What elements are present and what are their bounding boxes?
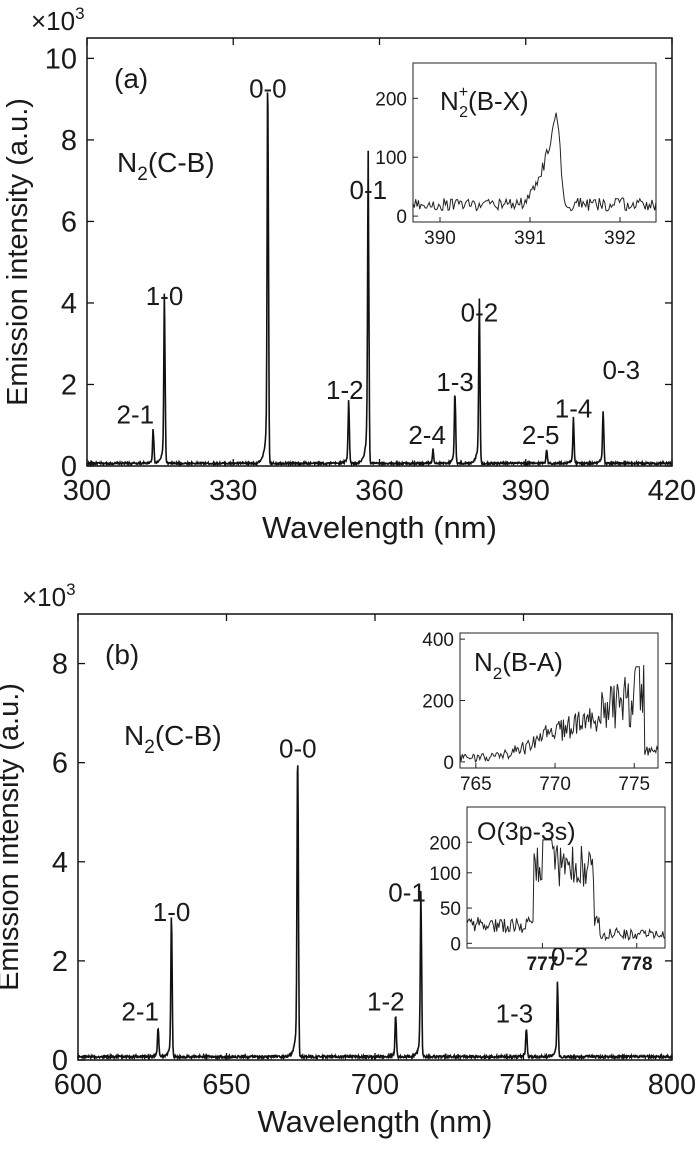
inset-n2ba-label-rest: (B-A) xyxy=(502,647,563,677)
exponent-power: 3 xyxy=(75,4,84,23)
y-tick-label: 2 xyxy=(61,369,77,401)
inset-n2ba-x-tick-label: 765 xyxy=(460,774,492,795)
y-tick-label: 4 xyxy=(52,847,68,879)
y-tick-label: 0 xyxy=(52,1045,68,1077)
inset-n2plus-x-tick-label: 390 xyxy=(424,228,456,249)
inset-n2ba-x-tick-label: 770 xyxy=(539,774,571,795)
peak-label: 0-0 xyxy=(279,734,317,764)
inset-o-x-tick-label: 778 xyxy=(621,954,653,975)
inset-n2ba-line xyxy=(459,664,659,763)
y-tick-label: 0 xyxy=(61,451,77,483)
panel-b: 600 650 700 750 800 0 2 4 6 8 ×103 Wavelength (nm) E… xyxy=(0,580,696,1139)
inset-o-y-tick-label: 0 xyxy=(450,934,461,955)
inset-o-label: O(3p-3s) xyxy=(477,818,576,846)
inset-n2plus-label-sub: 2 xyxy=(459,104,468,121)
peak-label: 1-2 xyxy=(326,375,364,405)
x-tick-label: 420 xyxy=(648,475,696,507)
inset-n2ba-x-tick-label: 775 xyxy=(618,774,650,795)
peak-label: 0-3 xyxy=(602,355,640,385)
exponent-label: ×103 xyxy=(22,580,76,612)
peak-label: 2-1 xyxy=(121,997,159,1027)
y-axis-label: Emission intensity (a.u.) xyxy=(0,683,25,991)
inset-n2ba-y-tick-label: 0 xyxy=(443,753,454,774)
inset-n2ba-label: N2(B-A) xyxy=(474,647,563,683)
peak-label: 1-4 xyxy=(555,393,593,423)
peak-label: 2-4 xyxy=(408,420,446,450)
x-tick-label: 330 xyxy=(209,475,257,507)
inset-o-y-tick-label: 200 xyxy=(429,833,461,854)
exponent-base: ×10 xyxy=(22,582,66,612)
y-axis-label: Emission intensity (a.u.) xyxy=(2,98,34,406)
peak-label: 2-1 xyxy=(117,399,155,429)
inset-o-frame xyxy=(466,806,666,949)
x-tick-label: 750 xyxy=(499,1069,547,1101)
inset-o-line xyxy=(466,839,666,942)
x-tick-label: 300 xyxy=(63,475,111,507)
inset-n2ba-y-tick-label: 200 xyxy=(422,692,454,713)
series-label: N2(C-B) xyxy=(124,720,222,758)
inset-n2ba-label-sub: 2 xyxy=(493,664,502,683)
inset-n2ba-y-tick-label: 400 xyxy=(422,630,454,651)
peak-label: 2-5 xyxy=(522,420,560,450)
panel-label: (b) xyxy=(105,639,139,670)
inset-n2plus-label: N+ 2(B-X) xyxy=(440,84,529,121)
y-tick-label: 8 xyxy=(61,125,77,157)
peak-label: 0-2 xyxy=(461,297,499,327)
inset-o-y-tick-label: 100 xyxy=(429,864,461,885)
series-label-base: N xyxy=(117,147,137,178)
inset-o-x-tick-label: 777 xyxy=(527,954,559,975)
inset-n2plus-y-tick-label: 100 xyxy=(375,148,407,169)
peak-label: 1-0 xyxy=(146,281,184,311)
x-tick-label: 650 xyxy=(202,1069,250,1101)
exponent-power: 3 xyxy=(66,580,75,599)
peak-label: 1-2 xyxy=(367,986,405,1016)
series-label-base: N xyxy=(124,720,144,751)
inset-n2plus-label-base: N xyxy=(440,86,459,116)
series-label-rest: (C-B) xyxy=(155,720,222,751)
inset-o-y-tick-label: 50 xyxy=(440,899,461,920)
panel-label: (a) xyxy=(114,63,148,94)
y-tick-label: 8 xyxy=(52,649,68,681)
peak-label: 1-3 xyxy=(436,367,474,397)
x-axis-label: Wavelength (nm) xyxy=(258,1104,493,1139)
y-tick-label: 6 xyxy=(61,206,77,238)
exponent-label: ×103 xyxy=(31,4,85,36)
y-tick-label: 2 xyxy=(52,946,68,978)
peak-label: 0-1 xyxy=(388,877,426,907)
series-label-sub: 2 xyxy=(144,737,155,758)
inset-n2plus-y-tick-label: 0 xyxy=(396,207,407,228)
inset-n2ba-label-base: N xyxy=(474,647,493,677)
x-axis-label: Wavelength (nm) xyxy=(262,510,497,545)
series-label: N2(C-B) xyxy=(117,147,215,185)
y-tick-label: 4 xyxy=(61,288,77,320)
x-tick-label: 600 xyxy=(54,1069,102,1101)
peak-label: 0-1 xyxy=(349,175,387,205)
inset-n2plus-frame xyxy=(412,62,657,223)
panel-a: 300 330 360 390 420 0 2 4 6 8 10 ×103 Wavelength (nm… xyxy=(2,4,696,545)
series-label-rest: (C-B) xyxy=(148,147,215,178)
y-tick-label: 6 xyxy=(52,748,68,780)
x-tick-label: 700 xyxy=(351,1069,399,1101)
y-tick-label: 10 xyxy=(45,43,77,75)
inset-n2plus-label-sup: + xyxy=(459,84,468,101)
inset-n2plus-y-tick-label: 200 xyxy=(375,89,407,110)
inset-n2plus-label-rest: (B-X) xyxy=(468,86,529,116)
peak-label: 0-0 xyxy=(249,73,287,103)
x-tick-label: 390 xyxy=(502,475,550,507)
inset-n2plus-line xyxy=(412,112,657,212)
inset-n2plus-x-tick-label: 392 xyxy=(604,228,636,249)
peak-label: 1-3 xyxy=(496,999,534,1029)
x-tick-label: 800 xyxy=(648,1069,696,1101)
peak-label: 1-0 xyxy=(153,897,191,927)
series-label-sub: 2 xyxy=(137,164,148,185)
x-tick-label: 360 xyxy=(355,475,403,507)
inset-n2plus-x-tick-label: 391 xyxy=(514,228,546,249)
exponent-base: ×10 xyxy=(31,6,75,36)
